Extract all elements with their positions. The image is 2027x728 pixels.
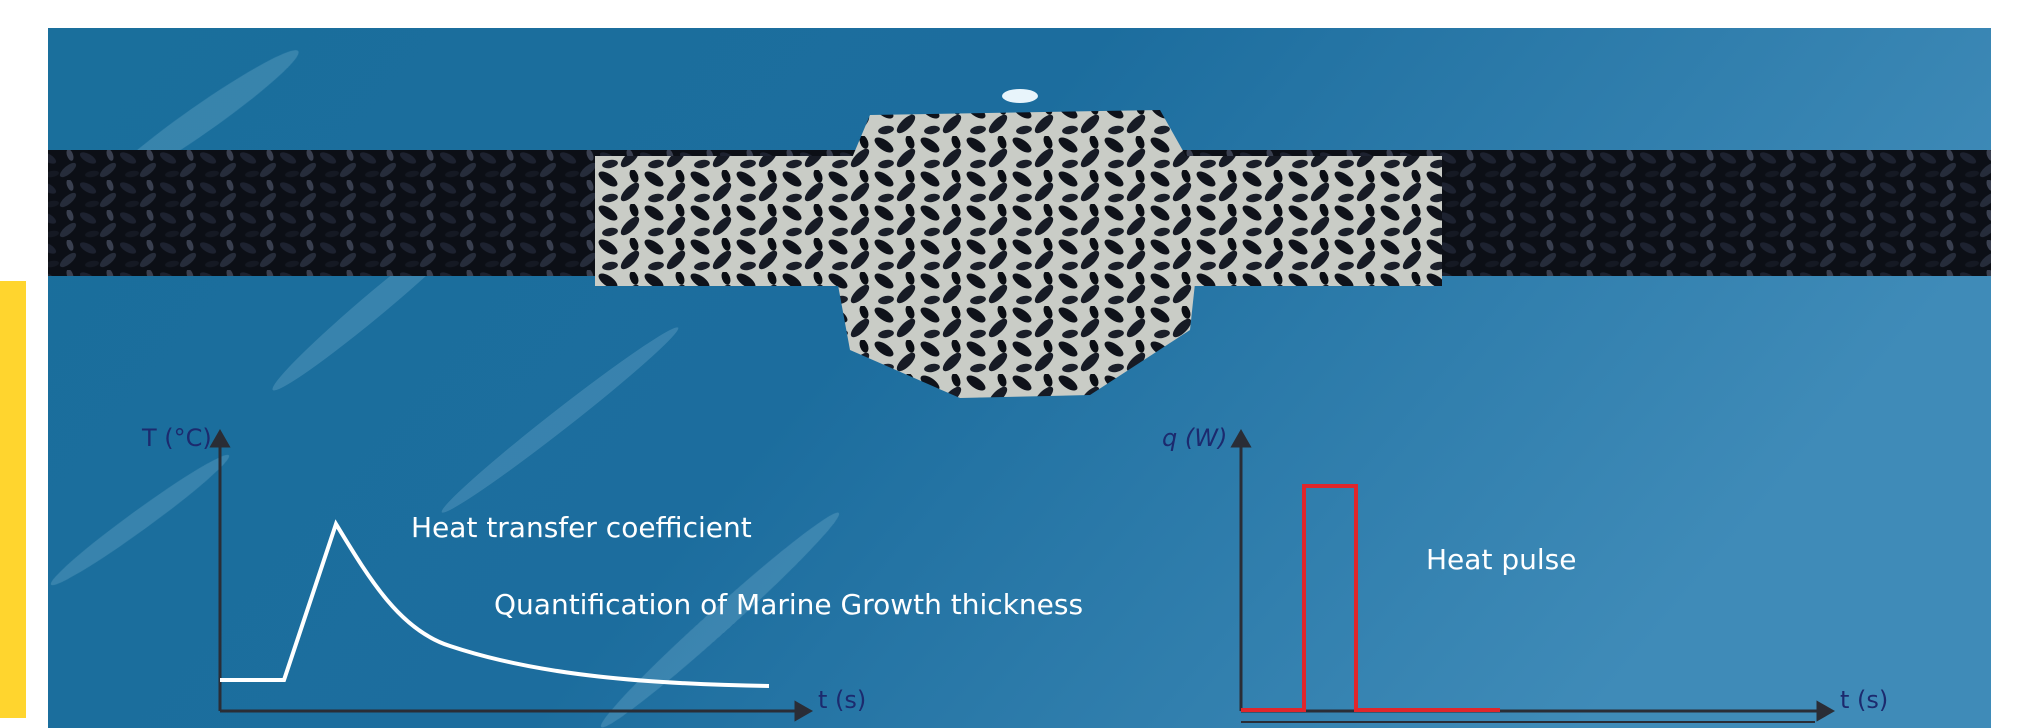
annotation: Heat transfer coefficient	[411, 511, 752, 544]
sensor-hub	[826, 110, 1205, 398]
page: T (°C) t (s) Heat transfer coefficient Q…	[0, 0, 2027, 728]
y-axis-label: T (°C)	[141, 424, 212, 452]
annotation: Quantification of Marine Growth thicknes…	[494, 588, 1083, 621]
accent-bar	[0, 281, 26, 718]
annotation: Heat pulse	[1426, 543, 1576, 576]
x-axis-label: t (s)	[818, 686, 866, 714]
x-axis-label: t (s)	[1840, 686, 1888, 714]
scene: T (°C) t (s) Heat transfer coefficient Q…	[0, 0, 2027, 728]
y-axis-label: q (W)	[1162, 424, 1227, 452]
